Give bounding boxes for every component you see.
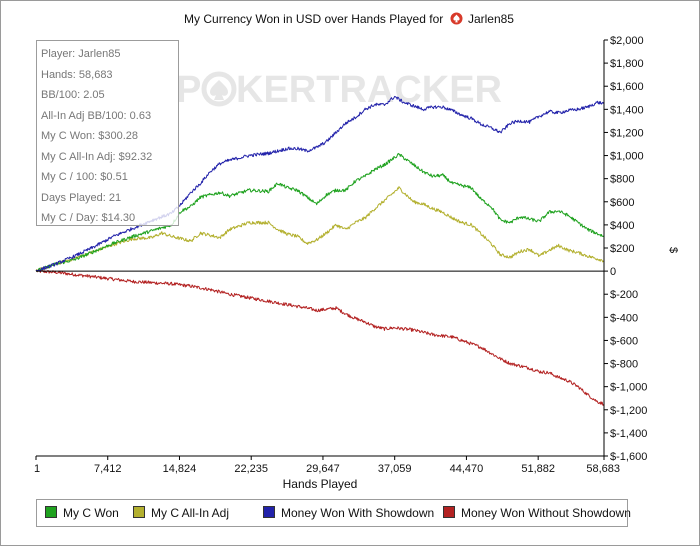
y-axis-title: $ <box>667 247 679 253</box>
x-tick-label: 1 <box>34 463 40 475</box>
stat-row: My C / Day: $14.30 <box>41 212 136 224</box>
legend-item: Money Won Without Showdown <box>443 506 631 520</box>
y-tick-label: $1,200 <box>610 127 644 139</box>
x-tick-label: 51,882 <box>521 463 555 475</box>
legend-item: My C Won <box>45 506 119 520</box>
chart-title-text: My Currency Won in USD over Hands Played… <box>184 12 444 26</box>
legend-item: Money Won With Showdown <box>263 506 434 520</box>
y-tick-label: $1,400 <box>610 104 644 116</box>
legend-swatch <box>45 506 57 518</box>
chart-title: My Currency Won in USD over Hands Played… <box>0 12 698 26</box>
x-tick-label: 58,683 <box>586 463 620 475</box>
x-axis-title: Hands Played <box>283 477 358 491</box>
y-tick-label: $200 <box>610 243 634 255</box>
legend-label: Money Won Without Showdown <box>461 506 631 520</box>
y-tick-label: $-200 <box>610 289 638 301</box>
watermark-letter-p: P <box>176 69 201 111</box>
chart-title-player: Jarlen85 <box>467 12 514 26</box>
legend-swatch <box>133 506 145 518</box>
stat-row: All-In Adj BB/100: 0.63 <box>41 109 152 122</box>
y-tick-label: $-1,200 <box>610 405 647 417</box>
legend-item: My C All-In Adj <box>133 506 229 520</box>
legend-swatch <box>263 506 275 518</box>
y-tick-label: $400 <box>610 220 634 232</box>
series-line-2 <box>35 95 605 272</box>
y-tick-label: $-1,000 <box>610 382 647 394</box>
legend: My C Won My C All-In Adj Money Won With Sh… <box>36 499 631 527</box>
watermark-text: KERTRACKER <box>236 69 502 111</box>
x-tick-label: 29,647 <box>306 463 340 475</box>
spade-chip-icon <box>450 12 463 25</box>
stats-panel: Player: Jarlen85 Hands: 58,683 BB/100: 2.0… <box>36 40 179 226</box>
stat-row: My C All-In Adj: $92.32 <box>41 150 153 163</box>
watermark-chip-icon <box>201 71 237 107</box>
stat-row: Player: Jarlen85 <box>41 48 121 60</box>
pokertracker-watermark: P KERTRACKER <box>176 69 502 111</box>
legend-label: My C Won <box>63 506 119 520</box>
y-tick-label: $1,600 <box>610 81 644 93</box>
legend-label: My C All-In Adj <box>151 506 230 520</box>
stat-row: My C / 100: $0.51 <box>41 171 128 183</box>
y-tick-label: $-1,400 <box>610 428 647 440</box>
series-line-0 <box>35 152 605 272</box>
x-tick-label: 14,824 <box>163 463 197 475</box>
x-tick-label: 22,235 <box>234 463 268 475</box>
series-layer <box>35 95 605 406</box>
y-tick-label: $-800 <box>610 359 638 371</box>
y-tick-label: $1,800 <box>610 58 644 70</box>
x-tick-label: 37,059 <box>378 463 412 475</box>
x-tick-label: 7,412 <box>94 463 122 475</box>
series-line-1 <box>35 186 605 272</box>
y-tick-label: $800 <box>610 174 634 186</box>
y-tick-label: $-400 <box>610 312 638 324</box>
stat-row: My C Won: $300.28 <box>41 130 139 142</box>
stat-row: BB/100: 2.05 <box>41 89 105 101</box>
legend-swatch <box>443 506 455 518</box>
y-tick-label: 0 <box>610 266 616 278</box>
y-tick-label: $2,000 <box>610 35 644 47</box>
y-tick-label: $600 <box>610 197 634 209</box>
y-tick-label: $1,000 <box>610 151 644 163</box>
legend-label: Money Won With Showdown <box>281 506 435 520</box>
series-line-3 <box>35 269 605 406</box>
y-tick-label: $-600 <box>610 335 638 347</box>
y-tick-label: $-1,600 <box>610 451 647 463</box>
axes-layer: $2,000 $1,800 $1,600 $1,400 $1,200 $1,000 $800… <box>34 35 679 491</box>
stat-row: Hands: 58,683 <box>41 68 113 81</box>
x-tick-label: 44,470 <box>450 463 484 475</box>
stat-row: Days Played: 21 <box>41 191 122 204</box>
